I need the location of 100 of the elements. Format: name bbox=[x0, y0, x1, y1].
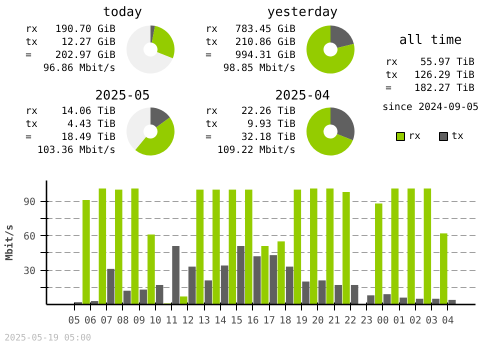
bar bbox=[188, 266, 196, 304]
x-tick-label: 23 bbox=[360, 316, 373, 326]
text: 182.27 TiB bbox=[414, 83, 475, 94]
x-tick-label: 17 bbox=[263, 316, 276, 326]
bar bbox=[228, 190, 236, 304]
x-tick-label: 10 bbox=[149, 316, 162, 326]
bar bbox=[98, 188, 106, 304]
bar bbox=[172, 246, 180, 304]
text: 994.31 GiB bbox=[235, 50, 296, 61]
x-tick-label: 20 bbox=[312, 316, 324, 326]
x-tick-label: 11 bbox=[166, 316, 178, 326]
text: rx bbox=[206, 106, 218, 117]
y-axis-title: Mbit/s bbox=[3, 224, 16, 261]
bar bbox=[383, 294, 391, 304]
text: 202.97 GiB bbox=[55, 50, 116, 61]
x-tick-label: 16 bbox=[246, 316, 259, 326]
text: 190.70 GiB bbox=[55, 24, 116, 35]
text: rx bbox=[386, 57, 398, 68]
bar bbox=[270, 255, 277, 304]
bar bbox=[310, 188, 318, 304]
text: 96.86 Mbit/s bbox=[43, 63, 116, 74]
text: 109.22 Mbit/s bbox=[217, 145, 296, 156]
x-tick-label: 02 bbox=[409, 316, 422, 326]
bar bbox=[82, 200, 90, 304]
bar bbox=[180, 296, 188, 304]
bar bbox=[318, 280, 326, 304]
text: 126.29 TiB bbox=[414, 70, 475, 81]
legend-label: tx bbox=[452, 131, 464, 142]
x-tick-label: 22 bbox=[344, 316, 356, 326]
bar bbox=[253, 256, 261, 304]
x-tick-label: 19 bbox=[296, 316, 308, 326]
bar bbox=[245, 190, 252, 304]
bar bbox=[156, 284, 164, 304]
text: 783.45 GiB bbox=[235, 24, 296, 35]
y-tick-label: 30 bbox=[23, 266, 36, 278]
text: = bbox=[206, 50, 212, 61]
text: = bbox=[26, 50, 32, 61]
x-tick-label: 03 bbox=[426, 316, 438, 326]
bar bbox=[123, 290, 131, 304]
bar bbox=[148, 234, 155, 304]
bar bbox=[400, 298, 407, 304]
bar bbox=[278, 241, 285, 304]
bar bbox=[196, 190, 204, 304]
text: = bbox=[386, 83, 392, 94]
chart-title: 2025-04 bbox=[275, 88, 330, 104]
text: all time bbox=[399, 33, 462, 48]
text: tx bbox=[26, 119, 38, 130]
x-tick-label: 05 bbox=[68, 316, 80, 326]
bar bbox=[424, 188, 432, 304]
x-tick-label: 07 bbox=[100, 316, 113, 326]
chart-title: yesterday bbox=[267, 5, 338, 20]
bar bbox=[261, 246, 269, 304]
text: 22.26 TiB bbox=[241, 106, 296, 117]
x-tick-label: 09 bbox=[133, 316, 146, 326]
text: tx bbox=[26, 37, 38, 48]
bar bbox=[302, 282, 310, 304]
bar bbox=[131, 188, 139, 304]
bar bbox=[294, 190, 302, 304]
text: 55.97 TiB bbox=[420, 57, 475, 68]
text: 9.93 TiB bbox=[247, 119, 296, 130]
text: = bbox=[26, 132, 32, 143]
bar bbox=[440, 233, 448, 304]
text: = bbox=[206, 132, 212, 143]
text: rx bbox=[26, 106, 38, 117]
x-tick-label: 06 bbox=[84, 316, 96, 326]
text: 103.36 Mbit/s bbox=[37, 145, 116, 156]
chart-title: 2025-05 bbox=[95, 88, 150, 104]
text: tx bbox=[386, 70, 398, 81]
legend-label: rx bbox=[408, 131, 421, 142]
x-tick-label: 13 bbox=[198, 316, 210, 326]
bar bbox=[204, 280, 212, 304]
bar bbox=[350, 284, 358, 304]
bar bbox=[375, 203, 382, 304]
text: 4.43 TiB bbox=[67, 119, 116, 130]
text: 18.49 TiB bbox=[61, 132, 116, 143]
bar bbox=[342, 192, 350, 304]
y-tick-label: 60 bbox=[23, 232, 36, 243]
text: 14.06 TiB bbox=[61, 106, 116, 117]
bar bbox=[237, 246, 244, 304]
text: 12.27 GiB bbox=[61, 37, 116, 48]
chart-title: today bbox=[102, 5, 142, 20]
text: 32.18 TiB bbox=[241, 132, 296, 143]
bar bbox=[115, 190, 122, 304]
text: 98.85 Mbit/s bbox=[223, 63, 296, 74]
bar bbox=[140, 290, 147, 304]
x-tick-label: 21 bbox=[328, 316, 340, 326]
x-tick-label: 12 bbox=[182, 316, 194, 326]
x-tick-label: 00 bbox=[376, 316, 389, 326]
bar bbox=[391, 188, 399, 304]
text: 2025-05-19 05:00 bbox=[4, 334, 92, 344]
bar bbox=[107, 268, 114, 304]
x-tick-label: 04 bbox=[442, 316, 454, 326]
x-tick-label: 14 bbox=[214, 316, 226, 326]
bar bbox=[408, 188, 415, 304]
text: tx bbox=[206, 37, 218, 48]
bar bbox=[326, 188, 334, 304]
x-tick-label: 01 bbox=[393, 316, 406, 326]
x-tick-label: 18 bbox=[279, 316, 292, 326]
text: tx bbox=[206, 119, 218, 130]
bar bbox=[286, 266, 294, 304]
